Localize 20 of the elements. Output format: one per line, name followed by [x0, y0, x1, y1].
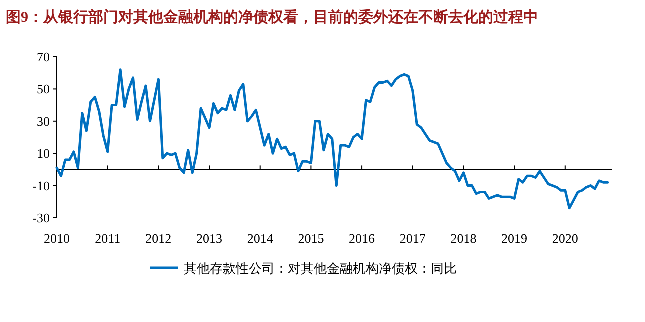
x-tick-label: 2016 — [349, 231, 376, 246]
x-tick-label: 2017 — [400, 231, 426, 246]
x-tick-label: 2020 — [552, 231, 578, 246]
chart-title: 图9：从银行部门对其他金融机构的净债权看，目前的委外还在不断去化的过程中 — [6, 8, 538, 26]
x-tick-label: 2011 — [95, 231, 121, 246]
y-tick-label: 70 — [37, 50, 50, 64]
y-tick-label: 10 — [37, 146, 50, 162]
line-series — [56, 68, 610, 210]
x-tick-label: 2015 — [298, 231, 324, 246]
legend-label: 其他存款性公司：对其他金融机构净债权：同比 — [184, 261, 457, 276]
x-tick-label: 2010 — [44, 231, 70, 246]
x-tick-label: 2014 — [247, 231, 274, 246]
y-tick-label: 30 — [37, 114, 50, 129]
x-tick-label: 2019 — [502, 231, 528, 246]
y-tick-label: 50 — [37, 82, 50, 97]
y-tick-label: -10 — [32, 178, 50, 194]
x-tick-label: 2013 — [196, 231, 223, 246]
x-tick-label: 2018 — [450, 231, 477, 246]
y-tick-label: -30 — [32, 210, 50, 226]
x-tick-label: 2012 — [146, 231, 172, 246]
